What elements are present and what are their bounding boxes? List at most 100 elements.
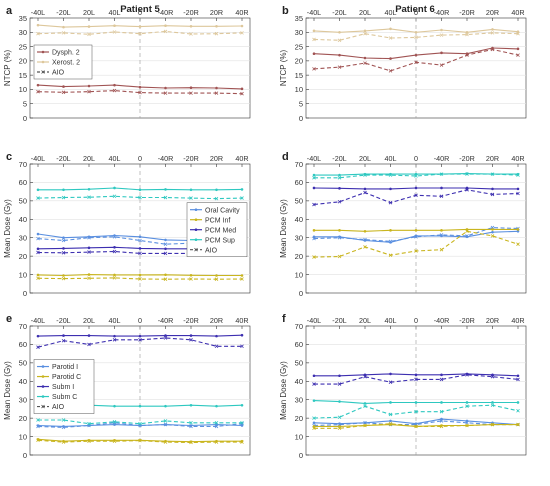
x-tick-label: -20L [332,154,346,163]
data-point [189,32,193,36]
data-point [312,176,316,180]
data-point [163,251,168,256]
y-tick-label: 70 [295,322,303,331]
panel-f: 0 10 20 30 40 50 60 70 -40L -20L 20L 40L 0 -40R -20R 20… [279,313,527,460]
data-point [516,30,520,34]
data-point [164,86,167,90]
data-point [189,274,193,277]
data-point [87,25,91,28]
data-point [61,251,66,255]
data-point [36,345,40,349]
data-point [414,186,418,190]
series-line [314,374,519,385]
y-tick-label: 0 [299,289,303,298]
data-point [36,83,40,87]
y-tick-label: 10 [295,270,303,279]
data-point [163,440,168,444]
data-point [61,418,66,422]
x-tick-label: 40L [109,8,121,17]
y-tick-label: 15 [295,71,303,80]
data-point [312,382,316,386]
x-tick-label: -40L [31,154,45,163]
y-tick-label: 10 [19,85,27,94]
data-point [338,30,341,34]
y-tick-label: 30 [19,28,27,37]
data-point [439,247,444,252]
data-point [414,35,418,40]
data-point [138,438,142,443]
data-point [163,336,168,340]
data-point [164,188,167,191]
data-point [36,276,40,281]
data-point [164,24,167,28]
x-tick-label: 0 [414,154,418,163]
data-point [388,421,393,426]
legend-label: AIO [52,404,65,411]
x-tick-label: 40L [385,8,397,17]
data-point [465,404,469,408]
data-point [414,174,418,178]
data-point [465,420,469,425]
data-point [189,403,193,407]
y-tick-label: 5 [299,100,303,109]
data-point [138,273,142,277]
data-point [440,186,443,190]
data-point [189,338,193,342]
data-point [240,274,244,277]
data-point [138,338,142,342]
y-tick-label: 60 [19,178,27,187]
data-point [363,420,367,425]
data-point [465,373,469,377]
x-tick-label: -20R [459,154,475,163]
data-point [388,36,393,40]
legend-marker [41,365,45,368]
data-point [189,188,193,192]
x-tick-label: 20R [486,316,499,325]
x-tick-label: 20R [486,154,499,163]
data-point [516,31,520,36]
data-point [439,409,444,414]
data-point [414,235,418,239]
data-point [312,416,316,420]
data-point [388,200,393,205]
legend-label: Dysph. 2 [52,50,80,57]
data-point [440,28,443,32]
data-point [388,239,393,244]
data-point [138,31,142,36]
legend-marker [194,247,198,252]
data-point [36,89,40,94]
data-point [36,188,40,192]
data-point [516,401,520,404]
x-tick-label: 20L [359,8,371,17]
x-tick-label: 40R [235,316,248,325]
data-point [389,419,392,423]
data-point [113,404,116,408]
data-point [439,33,444,37]
data-point [138,188,142,192]
y-tick-label: 10 [19,432,27,441]
data-point [490,192,495,197]
data-point [215,334,218,338]
data-point [62,188,65,192]
data-point [440,401,443,404]
data-point [516,229,520,233]
data-point [138,238,142,243]
data-point [112,338,117,342]
legend-label: AIO [52,70,65,77]
data-point [389,27,392,31]
panel-letter: f [282,313,286,325]
data-point [414,424,418,429]
data-point [363,56,367,60]
data-point [113,83,116,87]
data-point [87,334,91,337]
data-point [189,196,193,200]
data-point [138,85,142,89]
x-tick-label: 0 [414,316,418,325]
data-point [312,67,316,71]
data-point [189,24,193,28]
y-tick-label: 20 [19,414,27,423]
panel-letter: a [6,5,13,17]
x-tick-label: 20L [359,154,371,163]
y-axis-label: NTCP (%) [279,50,288,87]
data-point [363,402,367,405]
